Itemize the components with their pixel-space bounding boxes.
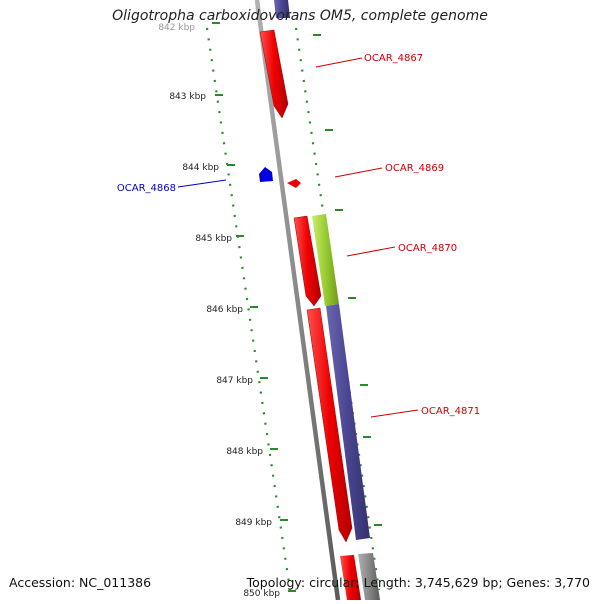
tick-track-inner [205, 27, 292, 591]
gene-ocar-4870-arrow [293, 215, 322, 307]
major-tick-marks [212, 22, 382, 592]
gene-label-ocar-4869[interactable]: OCAR_4869 [385, 163, 444, 174]
tick-labels: 842 kbp 843 kbp 844 kbp 845 kbp 846 kbp … [158, 23, 280, 599]
tick-label: 845 kbp [195, 234, 232, 244]
gene-ocar-4867-arrow [259, 29, 289, 119]
tick-label: 843 kbp [169, 92, 206, 102]
feature-green [312, 214, 339, 306]
tick-label: 847 kbp [216, 376, 253, 386]
gene-ocar-4868-arrow [259, 167, 273, 182]
gene-label-ocar-4868[interactable]: OCAR_4868 [117, 183, 176, 194]
accession-label: Accession: NC_011386 [9, 575, 152, 590]
gene-ocar-4869-arrow [287, 179, 301, 188]
gene-labels: OCAR_4867 OCAR_4868 OCAR_4869 OCAR_4870 … [117, 53, 480, 417]
tick-label: 849 kbp [235, 518, 272, 528]
label-leaders [177, 57, 419, 418]
tick-label: 846 kbp [206, 305, 243, 315]
feature-purple [326, 304, 370, 540]
feature-bottom-grey [358, 553, 380, 600]
gene-label-ocar-4870[interactable]: OCAR_4870 [398, 243, 457, 254]
tick-label: 850 kbp [243, 589, 280, 599]
gene-ocar-4871-arrow [306, 307, 353, 543]
feature-bottom-red [340, 555, 361, 600]
genome-backbone [254, 0, 341, 601]
tick-label: 844 kbp [182, 163, 219, 173]
feature-top-purple [274, 0, 290, 18]
tick-label: 848 kbp [226, 447, 263, 457]
gene-label-ocar-4871[interactable]: OCAR_4871 [421, 406, 480, 417]
gene-label-ocar-4867[interactable]: OCAR_4867 [364, 53, 423, 64]
tick-label: 842 kbp [158, 23, 195, 33]
genome-info-label: Topology: circular; Length: 3,745,629 bp… [246, 575, 590, 590]
map-title: Oligotropha carboxidovorans OM5, complet… [112, 8, 488, 24]
